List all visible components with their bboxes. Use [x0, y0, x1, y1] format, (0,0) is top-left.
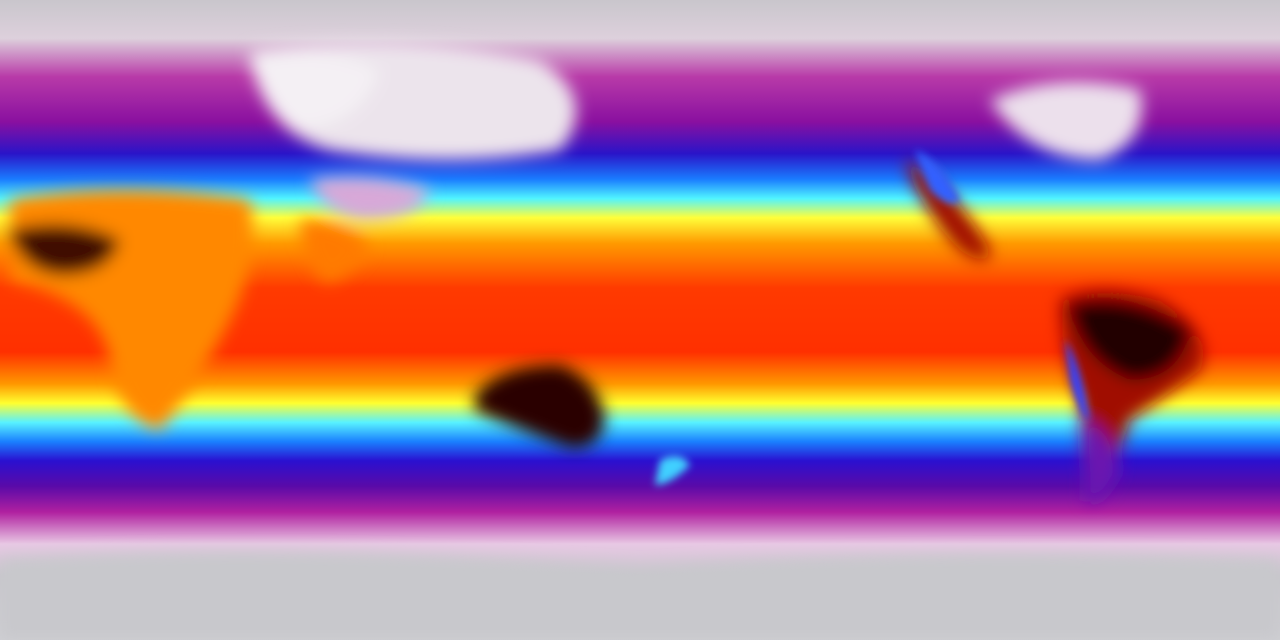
north-america-cold-region: [990, 82, 1142, 160]
north-america-hot: [905, 160, 990, 260]
sahara-hot: [10, 224, 120, 275]
antarctica-ice: [0, 552, 1280, 640]
amazon-hot: [1070, 300, 1190, 380]
australia: [475, 365, 605, 449]
rocky-mountains-cold: [915, 150, 960, 204]
greenland-ice: [250, 52, 380, 130]
andes-cold: [1065, 340, 1090, 420]
patagonia-cold: [1085, 420, 1120, 502]
india: [300, 220, 370, 282]
new-zealand: [655, 456, 690, 485]
tibet-plateau: [310, 176, 430, 220]
